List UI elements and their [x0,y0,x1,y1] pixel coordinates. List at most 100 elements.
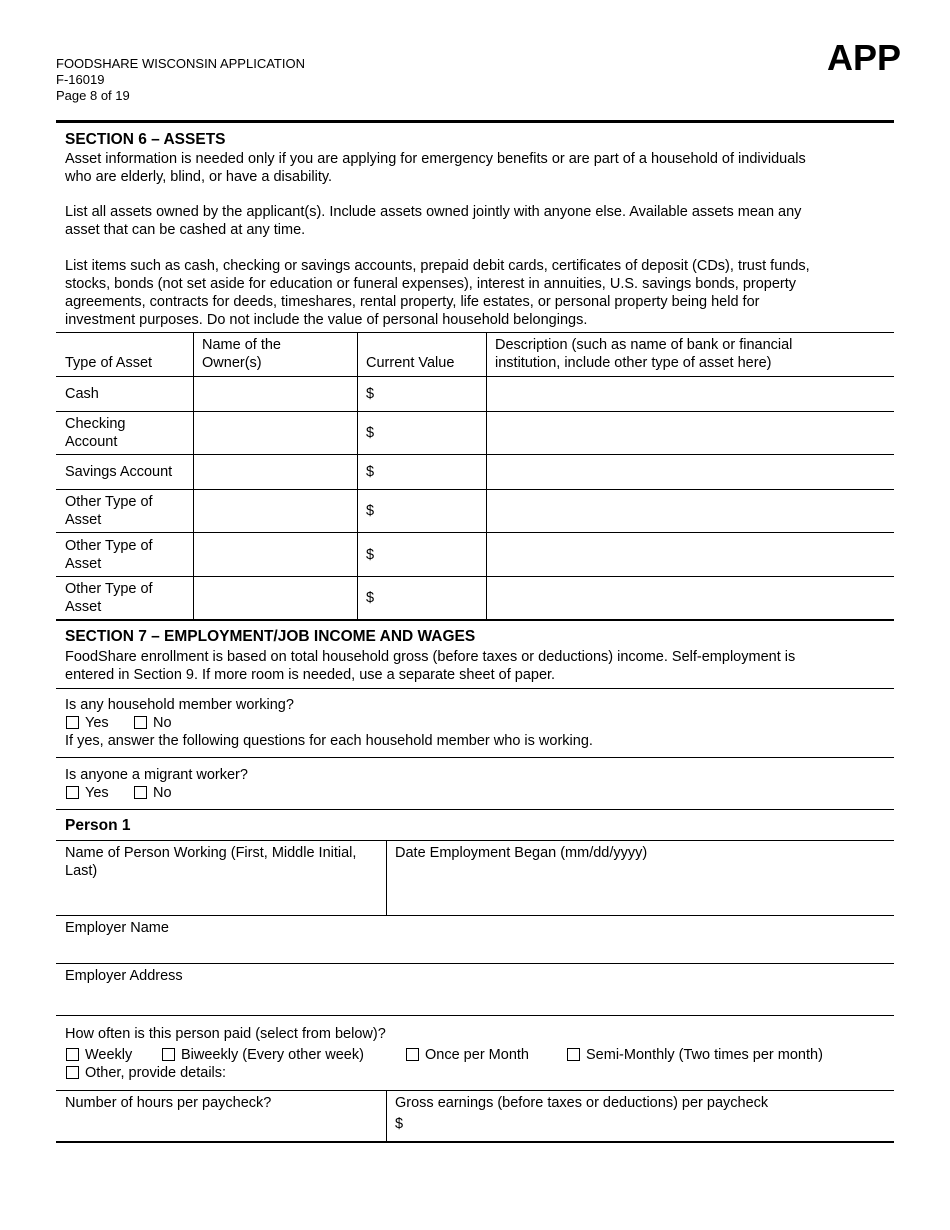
gross-earnings-currency: $ [395,1116,404,1132]
section-6-text: stocks, bonds (not set aside for educati… [65,276,797,292]
option-label: Yes [85,785,109,801]
option-label: Once per Month [425,1047,529,1063]
owner-input[interactable] [194,533,356,575]
checkbox[interactable] [134,786,147,799]
option-label: Biweekly (Every other week) [181,1047,364,1063]
working-note: If yes, answer the following questions f… [65,733,593,749]
checkbox[interactable] [66,786,79,799]
section-6-title: SECTION 6 – ASSETS [65,131,226,148]
description-input[interactable] [487,412,893,453]
column-header-owner: Name of the [202,337,281,353]
hours-label: Number of hours per paycheck? [65,1095,272,1111]
form-number: F-16019 [56,72,105,87]
migrant-yes-option[interactable]: Yes [66,784,109,802]
column-header-type: Type of Asset [65,355,153,371]
asset-type: Checking [65,416,126,432]
asset-type: Savings Account [65,464,173,480]
divider [56,120,894,123]
section-6-text: investment purposes. Do not include the … [65,312,588,328]
description-input[interactable] [487,533,893,575]
option-label: Other, provide details: [85,1065,227,1081]
checkbox[interactable] [66,1048,79,1061]
description-input[interactable] [487,490,893,531]
name-input[interactable] [57,880,385,914]
gross-earnings-input[interactable] [410,1113,893,1141]
date-label: Date Employment Began (mm/dd/yyyy) [395,845,648,861]
option-label: No [153,715,172,731]
owner-input[interactable] [194,455,356,488]
option-label: Semi-Monthly (Two times per month) [586,1047,823,1063]
column-header-value: Current Value [366,355,455,371]
value-input[interactable] [378,412,485,453]
checkbox[interactable] [162,1048,175,1061]
owner-input[interactable] [194,412,356,453]
value-input[interactable] [378,533,485,575]
asset-type: Other Type of [65,538,153,554]
hours-input[interactable] [57,1113,385,1141]
pay-monthly-option[interactable]: Once per Month [406,1046,529,1064]
section-6-text: List all assets owned by the applicant(s… [65,204,802,220]
owner-input[interactable] [194,377,356,410]
description-input[interactable] [487,377,893,410]
section-6-text: asset that can be cashed at any time. [65,222,306,238]
value-input[interactable] [378,377,485,410]
page-number: Page 8 of 19 [56,88,130,103]
section-6-text: List items such as cash, checking or sav… [65,258,810,274]
asset-type: Asset [65,512,102,528]
column-header-owner: Owner(s) [202,355,262,371]
asset-type: Asset [65,599,102,615]
asset-type: Other Type of [65,581,153,597]
option-label: No [153,785,172,801]
column-header-description: Description (such as name of bank or fin… [495,337,793,353]
asset-type: Account [65,434,118,450]
value-input[interactable] [378,577,485,619]
gross-earnings-label: Gross earnings (before taxes or deductio… [395,1095,769,1111]
option-label: Weekly [85,1047,133,1063]
employer-name-label: Employer Name [65,920,169,936]
date-input[interactable] [387,864,893,914]
checkbox[interactable] [567,1048,580,1061]
checkbox[interactable] [66,716,79,729]
pay-biweekly-option[interactable]: Biweekly (Every other week) [162,1046,364,1064]
employer-name-input[interactable] [57,938,893,962]
option-label: Yes [85,715,109,731]
checkbox[interactable] [406,1048,419,1061]
section-6-text: who are elderly, blind, or have a disabi… [65,169,333,185]
column-header-description: institution, include other type of asset… [495,355,772,371]
asset-type: Cash [65,386,99,402]
pay-weekly-option[interactable]: Weekly [66,1046,132,1064]
asset-type: Other Type of [65,494,153,510]
app-badge: APP [826,37,901,78]
employer-address-label: Employer Address [65,968,183,984]
form-title: FOODSHARE WISCONSIN APPLICATION [56,56,305,71]
section-6-text: Asset information is needed only if you … [65,151,806,167]
asset-value-currency: $ [366,464,375,480]
pay-semimonthly-option[interactable]: Semi-Monthly (Two times per month) [567,1046,823,1064]
migrant-no-option[interactable]: No [134,784,172,802]
checkbox[interactable] [134,716,147,729]
checkbox[interactable] [66,1066,79,1079]
pay-other-option[interactable]: Other, provide details: [66,1064,226,1082]
value-input[interactable] [378,490,485,531]
name-label: Name of Person Working (First, Middle In… [65,845,357,861]
section-7-text: entered in Section 9. If more room is ne… [65,667,556,683]
asset-value-currency: $ [366,425,375,441]
owner-input[interactable] [194,490,356,531]
asset-value-currency: $ [366,386,375,402]
description-input[interactable] [487,577,893,619]
section-6-text: agreements, contracts for deeds, timesha… [65,294,760,310]
description-input[interactable] [487,455,893,488]
value-input[interactable] [378,455,485,488]
owner-input[interactable] [194,577,356,619]
working-yes-option[interactable]: Yes [66,714,109,732]
working-question: Is any household member working? [65,697,294,713]
name-label: Last) [65,863,98,879]
asset-value-currency: $ [366,503,375,519]
working-no-option[interactable]: No [134,714,172,732]
section-7-text: FoodShare enrollment is based on total h… [65,649,796,665]
person-label: Person 1 [65,817,131,834]
employer-address-input[interactable] [57,986,893,1014]
asset-value-currency: $ [366,590,375,606]
migrant-question: Is anyone a migrant worker? [65,767,248,783]
section-7-title: SECTION 7 – EMPLOYMENT/JOB INCOME AND WA… [65,628,476,645]
